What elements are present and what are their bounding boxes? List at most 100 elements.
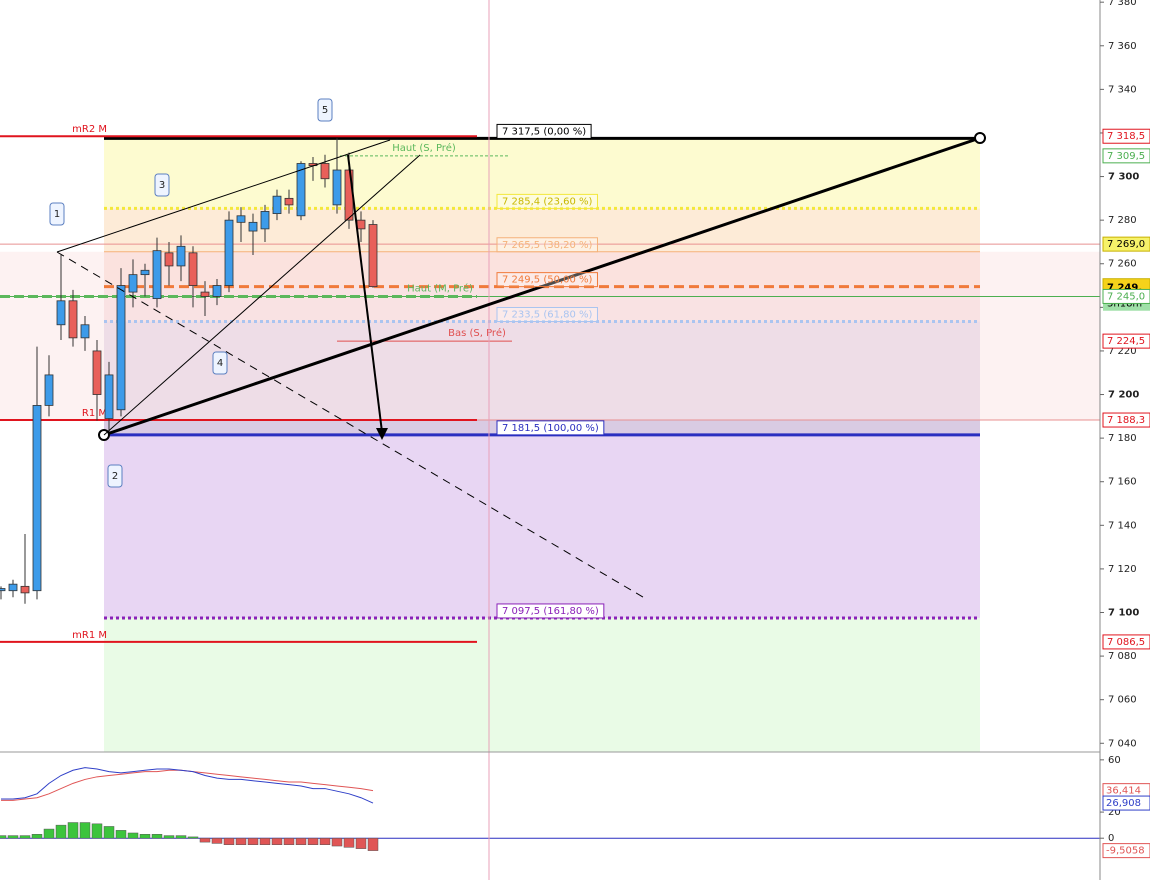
histogram-bar: [175, 835, 187, 839]
fib-label-box: [496, 420, 605, 436]
fib-label-box: [496, 307, 598, 323]
wave-label: 5: [322, 105, 328, 116]
y-tick-label: 7 160: [1108, 477, 1137, 488]
candle-body: [236, 215, 246, 223]
price-tag-label: 7 269,0: [1107, 239, 1145, 250]
candle-body: [164, 252, 174, 267]
histogram-bar: [151, 834, 163, 839]
histogram-bar: [187, 836, 199, 839]
candle-body: [56, 300, 66, 326]
y-tick-label: 7 220: [1108, 346, 1137, 357]
price-tag: [1102, 333, 1150, 349]
wave-label: 2: [112, 471, 118, 482]
candle-body: [284, 197, 294, 206]
histogram-bar: [43, 828, 55, 839]
zones: [0, 138, 1100, 752]
pivot-band: [0, 251, 1100, 421]
fib-label: 7 181,5 (100,00 %): [502, 423, 599, 434]
pivot-label: mR1 M: [72, 630, 107, 641]
histogram-bar: [199, 837, 211, 843]
price-tag-label: 7 188,3: [1107, 415, 1145, 426]
histogram-bar: [115, 830, 127, 839]
candle-body: [260, 211, 270, 230]
fib-label: 7 285,4 (23,60 %): [502, 196, 593, 207]
value-tag: [1102, 843, 1150, 859]
candle-body: [296, 163, 306, 217]
y-tick-label: 7 280: [1108, 215, 1137, 226]
wave-box: [212, 351, 228, 375]
y-tick-label: 7 120: [1108, 564, 1137, 575]
price-tag: [1102, 288, 1150, 304]
session-label: Haut (S, Pré): [392, 142, 456, 154]
y-tick-label: 7 100: [1108, 607, 1139, 618]
wave-box: [317, 98, 333, 122]
histogram-bar: [0, 835, 7, 839]
fib-label-box: [496, 603, 605, 619]
candle-body: [248, 221, 258, 232]
histogram-bar: [91, 823, 103, 839]
value-tag: [1102, 795, 1150, 811]
channel-line: [56, 139, 391, 253]
session-label: Haut (M, Pré): [407, 282, 473, 294]
fib-zone: [104, 138, 980, 209]
candle-body: [344, 169, 354, 221]
candle-body: [8, 583, 18, 592]
fib-zone: [104, 434, 980, 618]
dashed-line: [56, 251, 649, 601]
price-tag-label: 7 318,5: [1107, 131, 1145, 142]
candle-body: [32, 405, 42, 592]
value-label: 36,414: [1106, 786, 1141, 797]
y-tick-label: 7 180: [1108, 433, 1137, 444]
histogram-bar: [259, 837, 271, 845]
y-tick-label: 7 340: [1108, 84, 1137, 95]
fib-label: 7 249,5 (50,00 %): [502, 275, 593, 286]
candle-body: [200, 291, 210, 297]
countdown: 3h18m: [1107, 299, 1142, 310]
wave-label: 3: [159, 180, 165, 191]
histogram-bar: [235, 837, 247, 845]
price-tag: [1102, 148, 1150, 164]
candle-body: [44, 374, 54, 406]
y-tick-label: 7 360: [1108, 41, 1137, 52]
histogram-bar: [79, 822, 91, 839]
price-tag: [1102, 412, 1150, 428]
histogram-bar: [19, 835, 31, 839]
y-tick-label: 0: [1108, 833, 1114, 844]
fib-label: 7 317,5 (0,00 %): [502, 126, 586, 137]
wave-box: [107, 464, 123, 488]
price-tag: [1102, 634, 1150, 650]
y-tick-label: 7 080: [1108, 651, 1137, 662]
fib-label-box: [496, 193, 598, 209]
value-label: 26,908: [1106, 798, 1141, 809]
channel-line: [103, 154, 421, 436]
y-tick-label: 7 040: [1108, 738, 1137, 749]
pivot-label: R1 M: [82, 408, 107, 419]
y-tick-label: 7 260: [1108, 259, 1137, 270]
drawings: 7 317,5 (0,00 %) 7 285,4 (23,60 %) 7 265,5…: [49, 0, 986, 880]
histogram-bar: [103, 826, 115, 839]
histogram-bar: [55, 824, 67, 839]
fib-label-box: [496, 272, 598, 288]
price-tag-label: 7 086,5: [1107, 637, 1145, 648]
candle-body: [188, 252, 198, 286]
histogram-bar: [367, 837, 379, 851]
session-label: Bas (S, Pré): [448, 327, 506, 339]
candle-body: [140, 269, 150, 276]
wave-box: [154, 173, 170, 197]
histogram-bar: [331, 837, 343, 847]
price-tag-label: 7 224,5: [1107, 336, 1145, 347]
fib-label-box: [496, 123, 592, 139]
candle-body: [176, 245, 186, 267]
axis-bg: [1100, 0, 1150, 880]
histogram-bar: [139, 834, 151, 839]
price-tag: [1102, 236, 1150, 252]
pivot-label: mR2 M: [72, 124, 107, 135]
price-tag-label: 7 249,: [1107, 283, 1142, 294]
candle-body: [332, 169, 342, 206]
histogram-bar: [295, 837, 307, 845]
histogram-bar: [343, 837, 355, 848]
candle-body: [224, 219, 234, 286]
histogram-bar: [247, 837, 259, 845]
